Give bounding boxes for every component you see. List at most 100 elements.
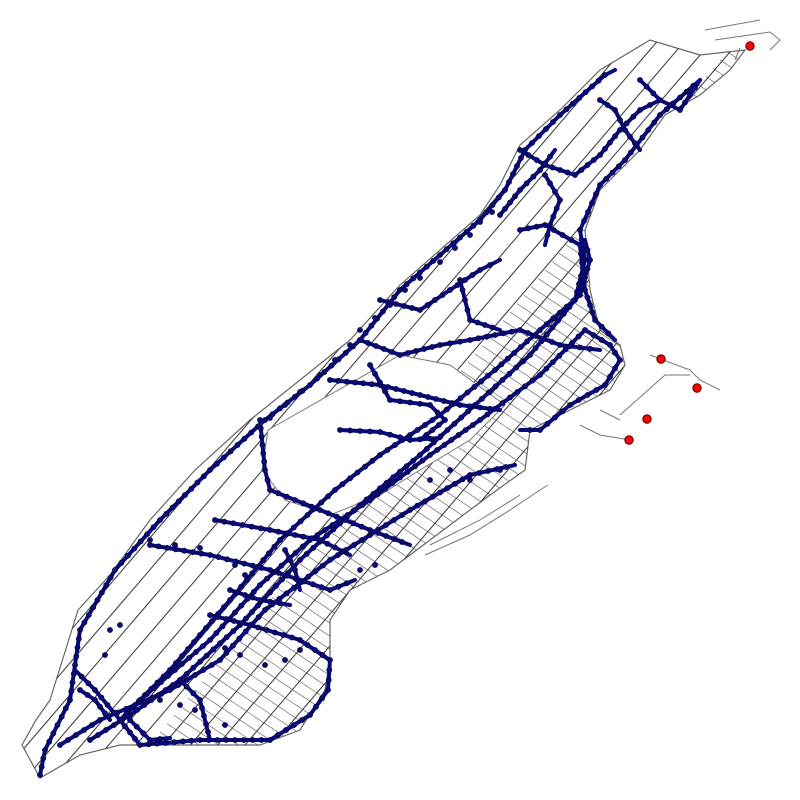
route-node xyxy=(657,97,663,103)
route-node xyxy=(38,763,45,770)
cross-street xyxy=(118,782,358,800)
route-node xyxy=(424,302,431,308)
route-node xyxy=(391,294,398,300)
route-node xyxy=(467,317,473,323)
route-node xyxy=(309,581,316,588)
route-node xyxy=(344,512,351,518)
route-node xyxy=(536,133,542,139)
route-node xyxy=(367,532,373,538)
route-node xyxy=(317,507,323,513)
cross-street xyxy=(600,202,745,364)
route-node xyxy=(118,560,125,566)
route-node xyxy=(172,542,178,548)
route-node xyxy=(352,507,358,513)
route-node xyxy=(308,535,315,542)
route-node xyxy=(360,380,367,387)
route-node xyxy=(677,94,683,101)
route-node xyxy=(663,106,670,113)
route-node xyxy=(464,389,471,396)
route-node xyxy=(390,474,397,481)
route-node xyxy=(462,277,468,283)
cross-street xyxy=(712,68,745,229)
route-node xyxy=(585,209,591,215)
route-node xyxy=(387,397,393,403)
route-node xyxy=(147,542,153,548)
route-node xyxy=(559,408,566,415)
route-node xyxy=(207,637,213,643)
route-node xyxy=(524,338,530,345)
route-node xyxy=(553,205,560,212)
route-node xyxy=(308,503,315,510)
cross-street xyxy=(726,51,745,212)
route-node xyxy=(303,551,310,557)
route-node xyxy=(351,542,357,548)
route-node xyxy=(217,657,223,663)
route-node xyxy=(112,567,118,573)
route-node xyxy=(542,160,548,167)
route-node xyxy=(581,218,587,224)
route-node xyxy=(307,712,313,718)
route-node xyxy=(267,567,273,573)
route-node xyxy=(437,252,443,258)
route-node xyxy=(578,167,585,173)
route-node xyxy=(537,372,543,378)
route-node xyxy=(475,335,482,342)
route-node xyxy=(267,737,273,743)
route-node xyxy=(584,247,591,253)
route-node xyxy=(284,572,290,579)
route-node xyxy=(472,402,478,408)
route-node xyxy=(318,499,325,506)
route-node xyxy=(478,378,485,385)
cross-street xyxy=(719,59,745,221)
route-node xyxy=(231,618,237,624)
route-node xyxy=(483,209,490,216)
route-node xyxy=(587,345,593,352)
route-node xyxy=(265,550,272,557)
route-node xyxy=(397,287,403,293)
route-node xyxy=(433,396,439,402)
route-node xyxy=(313,703,319,710)
route-node xyxy=(377,452,383,458)
isolated-node xyxy=(642,414,652,424)
route-node xyxy=(275,528,282,535)
route-node xyxy=(393,301,399,307)
route-node xyxy=(582,89,589,95)
route-node xyxy=(581,278,587,284)
route-node xyxy=(492,405,498,412)
route-node xyxy=(423,263,430,270)
cross-street xyxy=(783,0,800,144)
route-node xyxy=(304,512,311,518)
route-node xyxy=(577,344,583,351)
route-node xyxy=(214,737,221,743)
route-node xyxy=(68,688,75,695)
route-node xyxy=(75,635,82,642)
route-node xyxy=(682,99,688,106)
route-node xyxy=(259,442,266,448)
route-node xyxy=(288,634,295,641)
route-node xyxy=(403,463,410,469)
cross-street xyxy=(348,504,590,666)
route-node xyxy=(462,297,468,303)
route-node xyxy=(221,518,228,525)
route-node xyxy=(213,460,220,467)
route-node xyxy=(448,437,455,443)
route-node xyxy=(155,543,162,550)
route-node xyxy=(489,324,496,331)
route-node xyxy=(292,550,299,556)
route-node xyxy=(290,524,297,531)
route-node xyxy=(452,245,458,251)
cross-street xyxy=(677,110,745,271)
route-node xyxy=(242,572,248,578)
route-node xyxy=(477,267,483,273)
route-node xyxy=(277,537,283,543)
route-node xyxy=(391,517,397,523)
route-node xyxy=(85,612,92,618)
route-node xyxy=(97,703,103,710)
route-node xyxy=(359,537,365,543)
route-node xyxy=(198,550,205,557)
route-node xyxy=(589,309,596,316)
route-node xyxy=(81,619,88,626)
route-node xyxy=(502,205,508,212)
route-node xyxy=(158,679,164,685)
route-node xyxy=(562,346,569,353)
